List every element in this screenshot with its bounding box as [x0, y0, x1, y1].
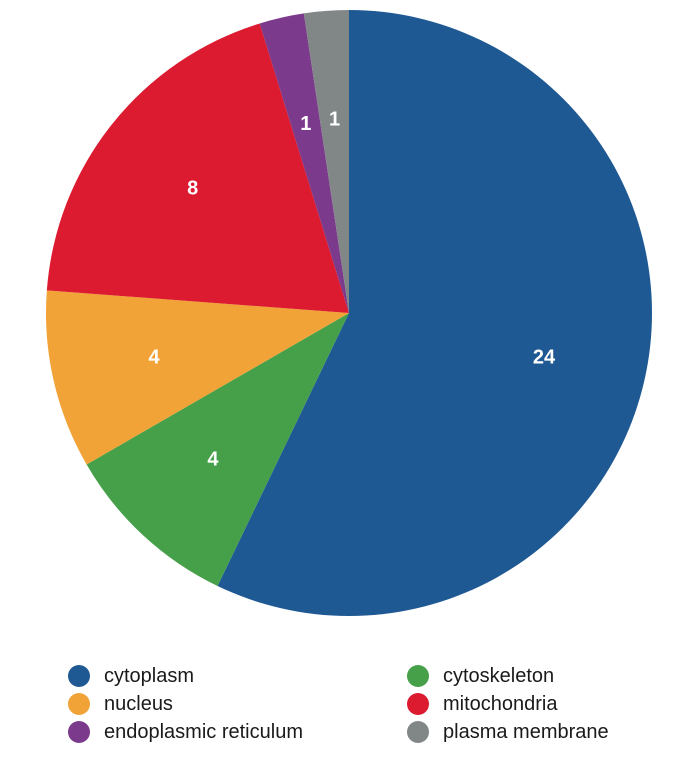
legend-item-cytoplasm: cytoplasm — [68, 662, 194, 690]
legend-label: endoplasmic reticulum — [104, 720, 303, 743]
legend-item-endoplasmic-reticulum: endoplasmic reticulum — [68, 718, 303, 746]
legend-label: cytoskeleton — [443, 664, 555, 687]
slice-value-label-cytoplasm: 24 — [533, 346, 556, 368]
pie-slice-cytoplasm — [217, 10, 652, 616]
legend-swatch-icon — [407, 665, 429, 687]
slice-value-label-plasma-membrane: 1 — [329, 109, 340, 131]
legend-label: mitochondria — [443, 692, 558, 715]
pie-slice-mitochondria — [46, 23, 349, 314]
legend-label: nucleus — [104, 692, 173, 715]
pie-slice-endoplasmic-reticulum — [259, 13, 349, 314]
legend: cytoplasm nucleus endoplasmic reticulum cyt… — [0, 662, 681, 752]
pie-slices — [46, 10, 652, 616]
legend-label: plasma membrane — [443, 720, 609, 743]
legend-item-plasma-membrane: plasma membrane — [407, 718, 609, 746]
legend-swatch-icon — [407, 721, 429, 743]
slice-value-label-nucleus: 4 — [148, 346, 160, 368]
pie-chart: 24 4 4 8 1 1 — [46, 10, 652, 616]
legend-swatch-icon — [68, 665, 90, 687]
legend-item-cytoskeleton: cytoskeleton — [407, 662, 554, 690]
slice-value-label-mitochondria: 8 — [187, 177, 198, 199]
pie-slice-plasma-membrane — [303, 10, 349, 313]
pie-slice-cytoskeleton — [86, 313, 349, 586]
legend-item-mitochondria: mitochondria — [407, 690, 558, 718]
slice-value-label-endoplasmic-reticulum: 1 — [300, 113, 311, 135]
legend-item-nucleus: nucleus — [68, 690, 173, 718]
legend-swatch-icon — [407, 693, 429, 715]
pie-value-labels: 24 4 4 8 1 1 — [148, 109, 555, 471]
pie-slice-nucleus — [46, 290, 349, 465]
legend-label: cytoplasm — [104, 664, 195, 687]
legend-swatch-icon — [68, 693, 90, 715]
legend-swatch-icon — [68, 721, 90, 743]
slice-value-label-cytoskeleton: 4 — [207, 449, 219, 471]
